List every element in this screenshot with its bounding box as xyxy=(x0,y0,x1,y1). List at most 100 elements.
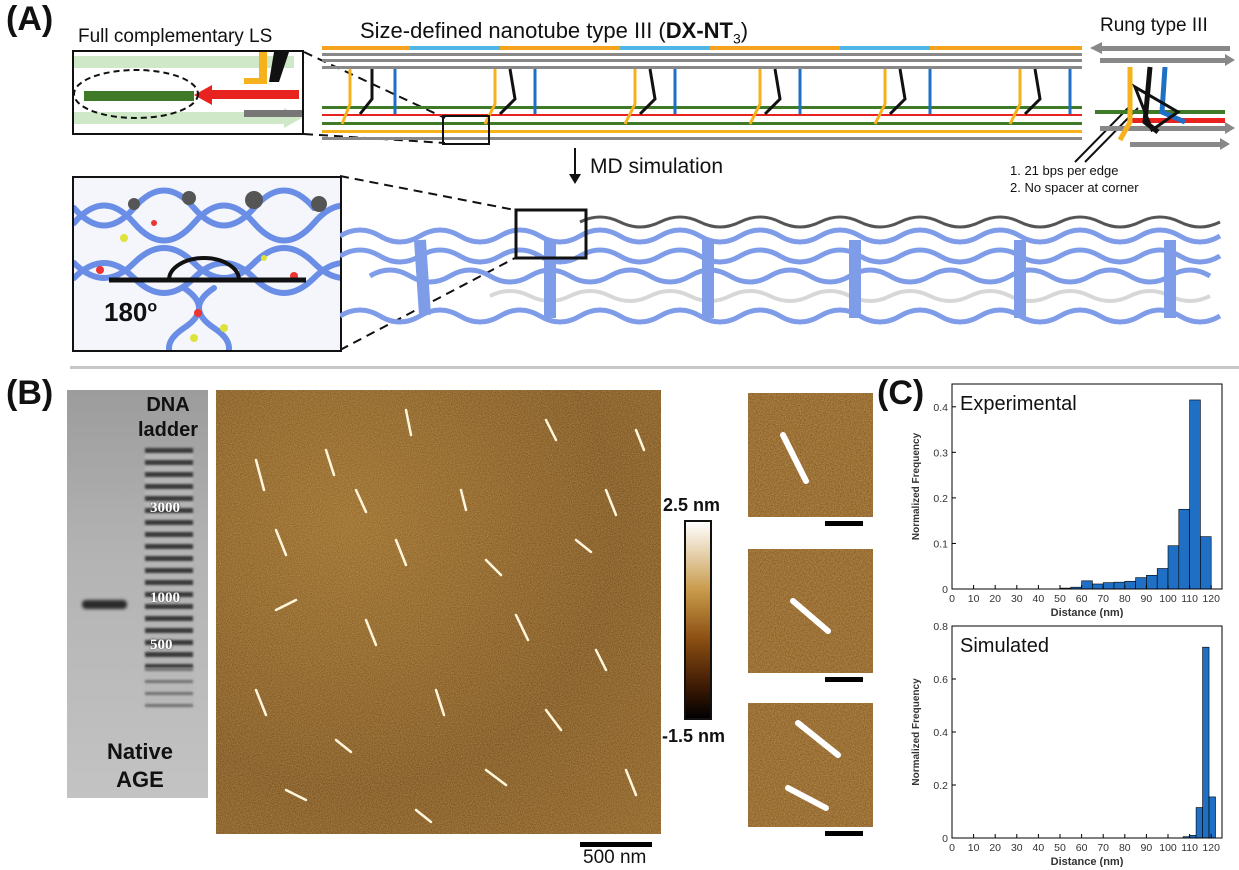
y-tick-label: 0 xyxy=(942,833,948,845)
ladder-mark-3000: 3000 xyxy=(150,500,180,516)
ladder-title: DNA ladder xyxy=(138,394,199,441)
x-tick-label: 80 xyxy=(1119,842,1131,854)
x-tick-label: 50 xyxy=(1054,842,1066,854)
x-tick-label: 40 xyxy=(1033,842,1045,854)
histogram-bar xyxy=(1189,399,1201,590)
y-axis-label: Normalized Frequency xyxy=(911,678,922,786)
nanotube-schematic xyxy=(322,46,1082,145)
md-simulation-label: MD simulation xyxy=(590,155,724,178)
afm-scale-bar xyxy=(580,842,652,847)
x-tick-label: 30 xyxy=(1011,842,1023,854)
inset-complementary-ls xyxy=(72,50,304,135)
panel-separator xyxy=(70,366,1239,369)
x-tick-label: 120 xyxy=(1202,842,1220,854)
sample-band xyxy=(82,600,127,609)
x-axis-label: Distance (nm) xyxy=(1051,856,1124,867)
x-tick-label: 10 xyxy=(968,842,980,854)
x-tick-label: 0 xyxy=(949,842,955,854)
x-tick-label: 0 xyxy=(949,593,955,605)
x-tick-label: 40 xyxy=(1033,593,1045,605)
colorbar-bottom-label: -1.5 nm xyxy=(662,726,726,746)
x-tick-label: 60 xyxy=(1076,842,1088,854)
panel-a-title: Size-defined nanotube type III (DX-NT3) xyxy=(360,18,749,47)
panel-label-a: (A) xyxy=(6,0,54,38)
rung-type-iii-schematic xyxy=(1090,42,1235,150)
histogram-bar xyxy=(1200,536,1212,590)
y-tick-label: 0.4 xyxy=(933,402,948,414)
x-tick-label: 60 xyxy=(1076,593,1088,605)
agarose-gel-image xyxy=(67,390,208,798)
x-tick-label: 80 xyxy=(1119,593,1131,605)
md-nanotube-render xyxy=(340,208,1222,325)
x-axis-label: Distance (nm) xyxy=(1051,607,1124,618)
histogram-bar xyxy=(1146,575,1158,590)
afm-zoom-2 xyxy=(748,549,873,673)
colorbar-top-label: 2.5 nm xyxy=(663,495,721,515)
histogram-bar xyxy=(1195,807,1203,839)
afm-zoom-1-scale-bar xyxy=(825,521,863,526)
histogram-bar xyxy=(1178,508,1190,590)
md-zoom-drawing xyxy=(74,178,340,350)
y-tick-label: 0.1 xyxy=(933,538,948,550)
x-tick-label: 10 xyxy=(968,593,980,605)
inset-left-label: Full complementary LS xyxy=(78,26,273,47)
ladder-mark-500: 500 xyxy=(150,637,173,653)
x-tick-label: 100 xyxy=(1159,593,1177,605)
histogram-bar xyxy=(1202,646,1210,839)
x-tick-label: 30 xyxy=(1011,593,1023,605)
histogram-bar xyxy=(1156,568,1169,590)
y-tick-label: 0.2 xyxy=(933,780,948,792)
afm-zoom-1 xyxy=(748,393,873,517)
x-tick-label: 20 xyxy=(989,842,1001,854)
y-tick-label: 0.2 xyxy=(933,493,948,505)
panel-label-b: (B) xyxy=(6,374,54,412)
md-zoom-inset xyxy=(72,176,342,352)
x-tick-label: 70 xyxy=(1097,842,1109,854)
histogram-bar xyxy=(1081,580,1093,590)
histogram-bar xyxy=(1102,582,1115,590)
histogram-bar xyxy=(1113,581,1126,590)
inset-complementary-ls-drawing xyxy=(74,52,302,128)
y-tick-label: 0.8 xyxy=(933,622,948,633)
histogram-experimental: 0 10 20 30 40 50 60 70 80 90 100 110 120 0 0.1 0.2 0.3 0.… xyxy=(911,383,1223,618)
note-2: 2. No spacer at corner xyxy=(1010,180,1139,195)
x-tick-label: 90 xyxy=(1141,593,1153,605)
x-tick-label: 70 xyxy=(1097,593,1109,605)
histogram-bar xyxy=(1135,577,1147,590)
histogram-bar xyxy=(1167,545,1180,590)
histogram-simulated: 0 10 20 30 40 50 60 70 80 90 100 110 120 0 0.2 0.4 0.6 0.… xyxy=(911,622,1223,867)
afm-zoom-3-scale-bar xyxy=(825,831,863,836)
ladder-bands xyxy=(145,448,193,668)
inset-right-label: Rung type III xyxy=(1100,15,1208,36)
ladder-mark-1000: 1000 xyxy=(150,590,180,606)
colorbar xyxy=(684,520,712,720)
histogram-bar xyxy=(1208,796,1216,839)
note-1: 1. 21 bps per edge xyxy=(1010,163,1119,178)
afm-scale-label: 500 nm xyxy=(583,847,647,868)
ladder-bands-lower xyxy=(145,668,193,708)
plot-frame xyxy=(951,383,1223,590)
chart-title: Experimental xyxy=(960,393,1077,415)
afm-zoom-3 xyxy=(748,703,873,827)
gel-title: Native AGE xyxy=(106,739,174,792)
y-tick-label: 0.3 xyxy=(933,447,948,459)
histogram-bar xyxy=(1124,580,1136,590)
histogram-bar xyxy=(1092,583,1104,590)
afm-image-main xyxy=(216,390,661,834)
plot-area xyxy=(951,625,1223,839)
panel-label-c: (C) xyxy=(877,374,925,412)
x-tick-label: 100 xyxy=(1159,842,1177,854)
afm-main-features xyxy=(216,390,661,834)
chart-title: Simulated xyxy=(960,635,1049,657)
angle-label: 180o xyxy=(104,297,158,327)
x-tick-label: 50 xyxy=(1054,593,1066,605)
afm-zoom-2-scale-bar xyxy=(825,677,863,682)
x-tick-label: 120 xyxy=(1202,593,1220,605)
y-tick-label: 0.6 xyxy=(933,674,948,686)
x-tick-label: 90 xyxy=(1141,842,1153,854)
x-tick-label: 20 xyxy=(989,593,1001,605)
y-tick-label: 0 xyxy=(942,584,948,596)
x-tick-label: 110 xyxy=(1181,842,1198,854)
x-tick-label: 110 xyxy=(1181,593,1198,605)
y-axis-label: Normalized Frequency xyxy=(911,432,922,540)
